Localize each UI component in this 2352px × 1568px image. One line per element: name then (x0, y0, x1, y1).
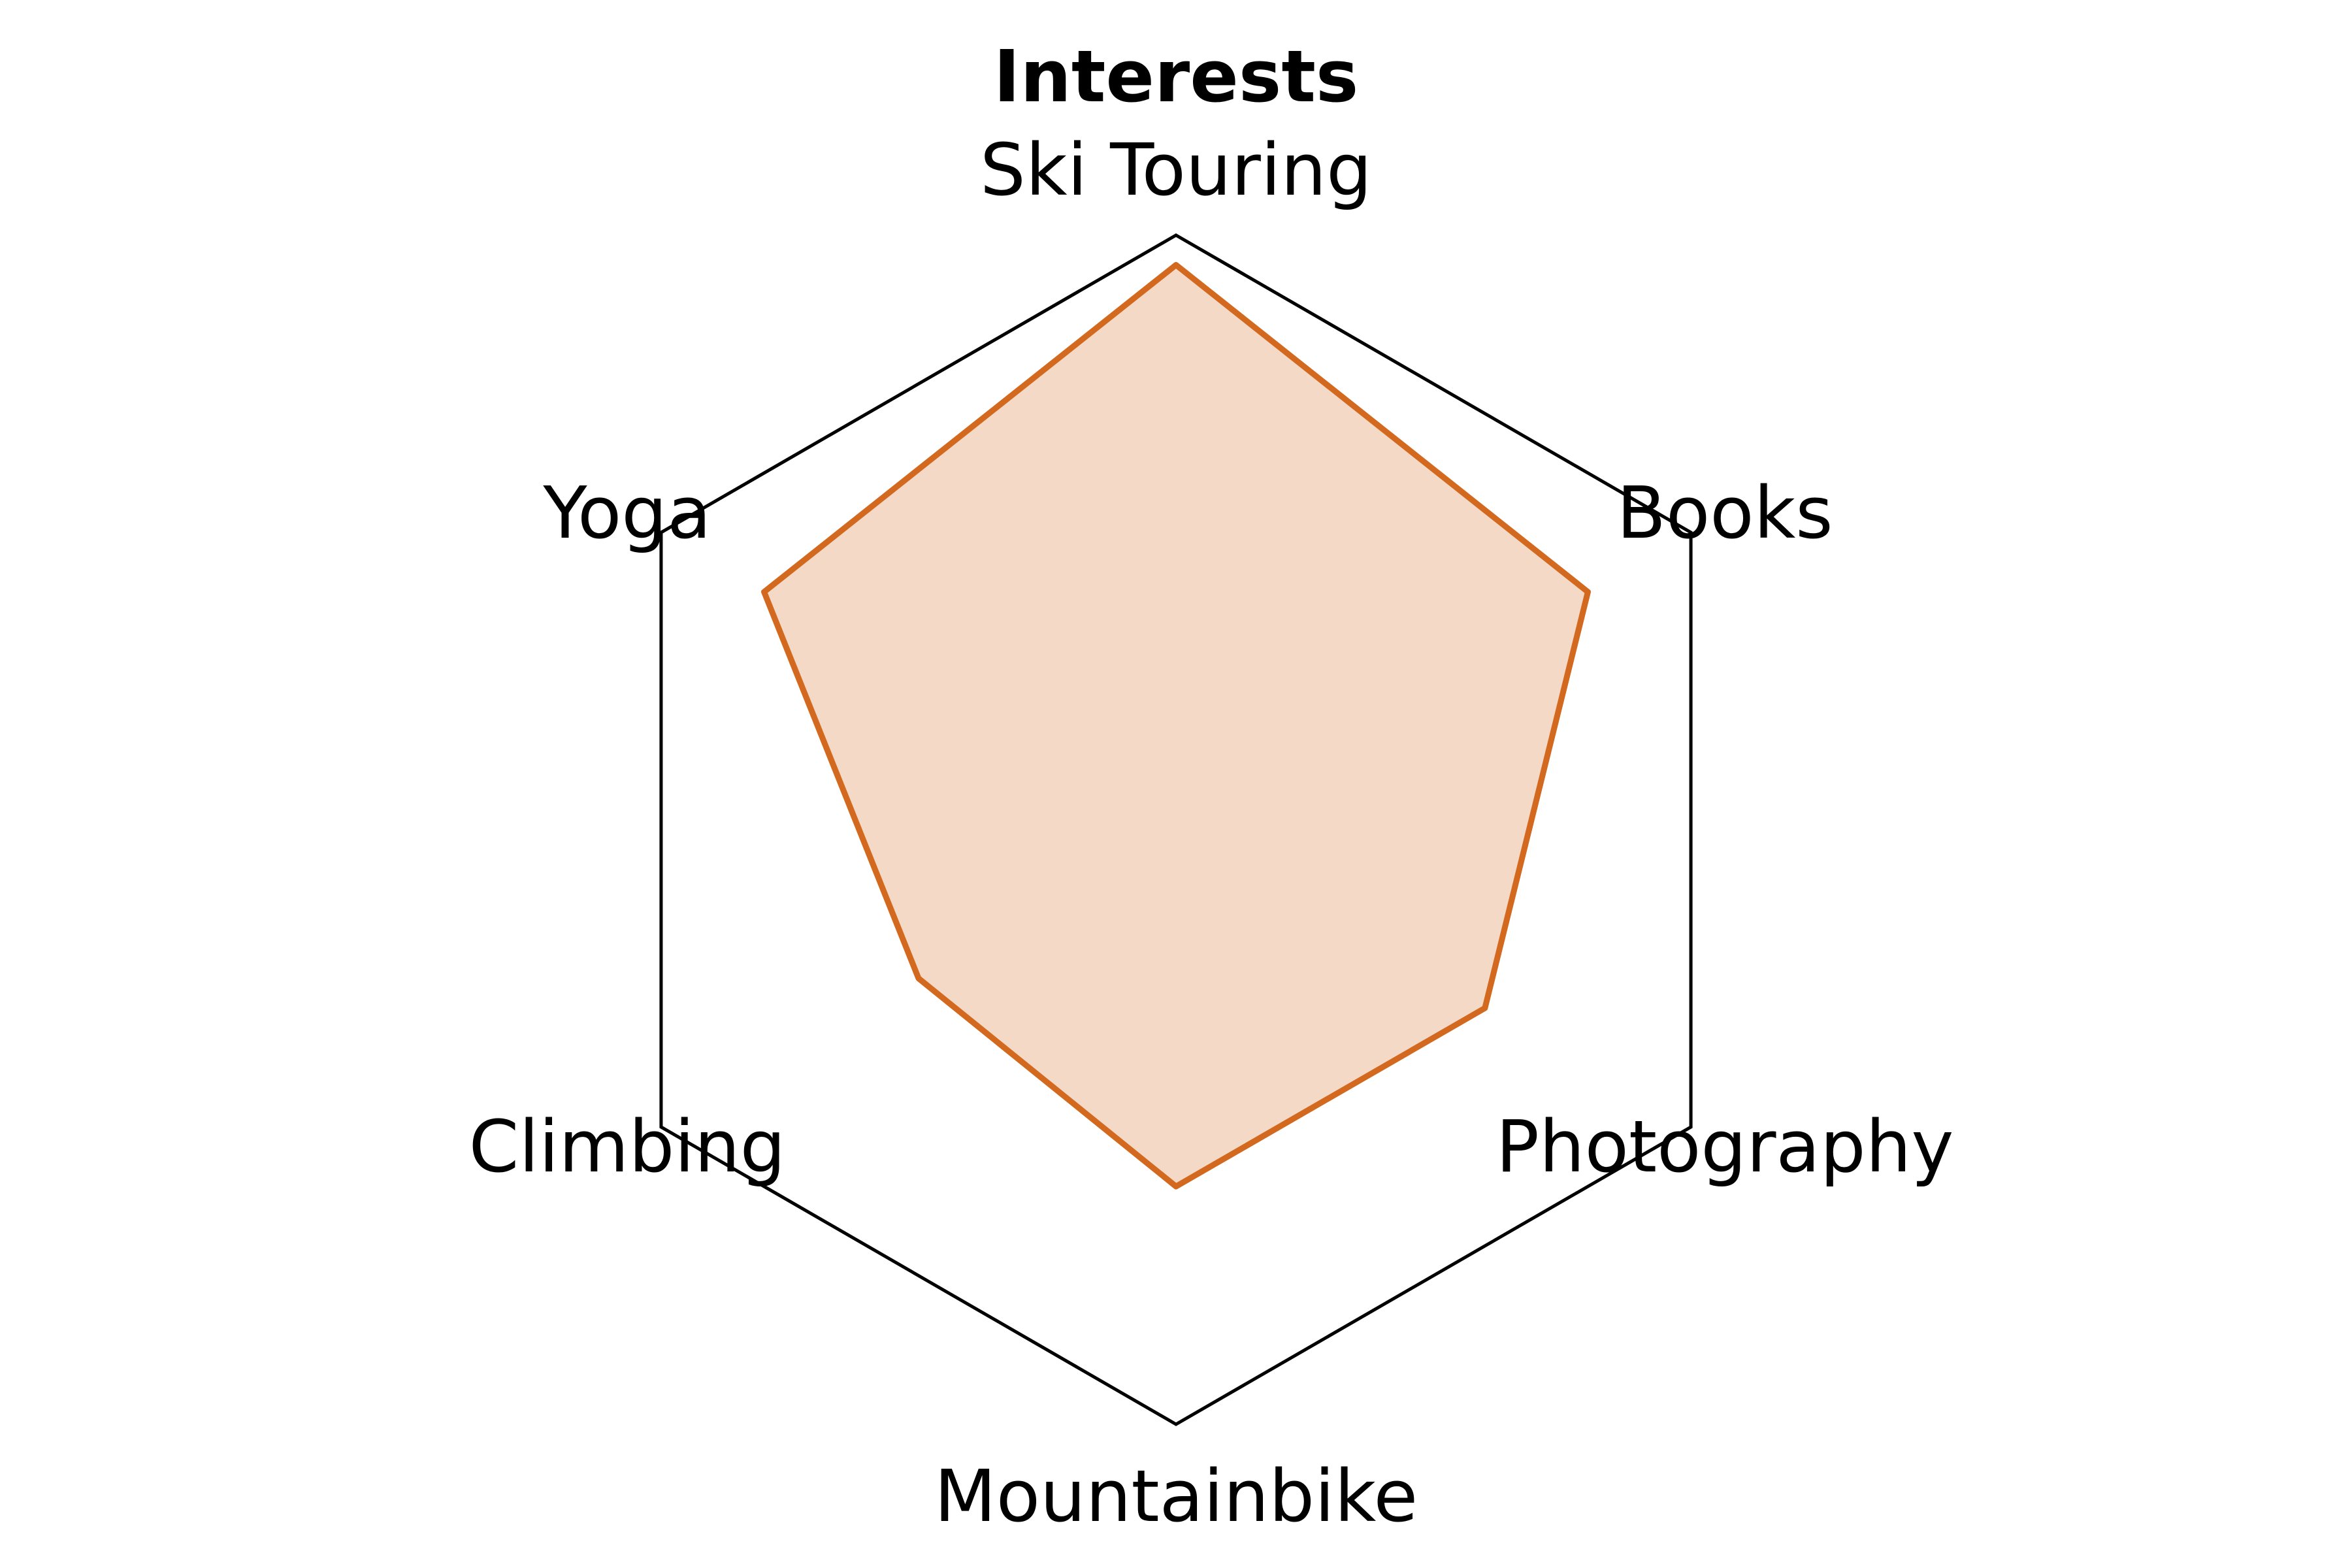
axis-label-climbing: Climbing (468, 1105, 785, 1188)
axis-label-ski-touring: Ski Touring (980, 128, 1372, 212)
radar-outer-frame (659, 233, 1693, 1426)
axis-labels-group: Ski Touring Books Photography Mountainbike C… (468, 128, 1953, 1538)
radar-point-books (1585, 589, 1591, 595)
axis-label-mountainbike: Mountainbike (934, 1454, 1418, 1538)
radar-point-yoga (761, 589, 767, 595)
axis-label-books: Books (1617, 471, 1833, 555)
radar-series-group (761, 262, 1591, 1190)
radar-point-climbing (915, 975, 921, 981)
chart-title: Interests (994, 35, 1359, 118)
radar-point-mountainbike (1173, 1184, 1179, 1189)
radar-frame-group (659, 233, 1693, 1426)
radar-point-photography (1482, 1005, 1488, 1011)
axis-label-yoga: Yoga (542, 471, 711, 555)
radar-point-ski-touring (1173, 262, 1179, 268)
axis-label-photography: Photography (1496, 1105, 1954, 1188)
